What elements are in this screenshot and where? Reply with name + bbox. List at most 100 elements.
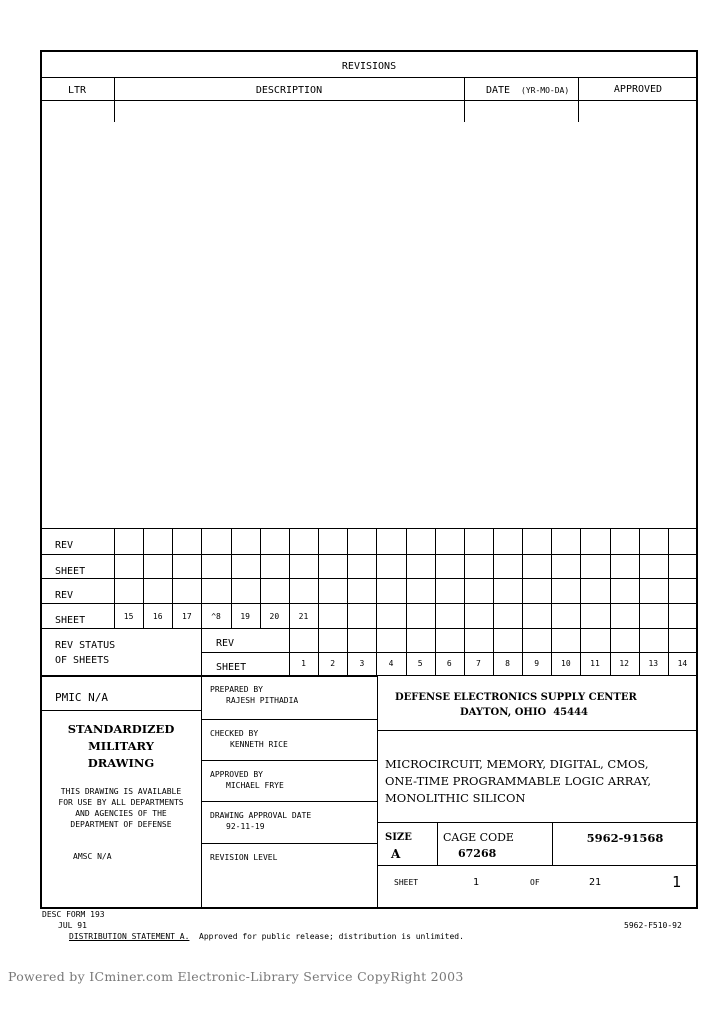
divider: [40, 603, 698, 604]
divider: [493, 628, 494, 676]
divider: [40, 628, 698, 629]
distribution-statement: Approved for public release; distributio…: [199, 932, 464, 941]
sheet-number-cell: 16: [152, 612, 163, 621]
divider: [667, 628, 669, 676]
approval-date-label: DRAWING APPROVAL DATE: [210, 811, 312, 820]
divider: [580, 528, 582, 628]
approved-by: MICHAEL FRYE: [226, 781, 284, 790]
approval-date: 92-11-19: [226, 822, 265, 831]
divider: [697, 628, 698, 676]
drawing-type-title: STANDARDIZED MILITARY DRAWING: [67, 722, 175, 770]
sheet-label: SHEET: [394, 878, 419, 887]
divider: [230, 528, 232, 628]
sheet-number-cell: ^8: [211, 612, 221, 621]
col-ltr: LTR: [67, 85, 87, 96]
divider: [40, 554, 698, 555]
sheet-number-cell: 9: [534, 659, 540, 668]
sheet-label: SHEET: [216, 662, 247, 673]
sheet-number-cell: 15: [123, 612, 134, 621]
divider: [492, 528, 494, 628]
sheet-number-cell: 21: [298, 612, 309, 621]
sheet-number-cell: 20: [269, 612, 280, 621]
sheet-number-cell: 19: [240, 612, 250, 621]
divider: [667, 528, 669, 628]
divider: [288, 528, 290, 628]
divider: [172, 528, 174, 628]
divider: [318, 528, 320, 628]
divider: [405, 628, 407, 676]
divider: [437, 822, 438, 865]
date-format: (YR-MO-DA): [521, 86, 570, 95]
sheet-number-cell: 13: [648, 659, 659, 668]
sheet-number-cell: 1: [301, 659, 306, 668]
checked-by: KENNETH RICE: [230, 740, 288, 749]
divider: [377, 730, 698, 731]
divider: [405, 528, 407, 628]
grid-row-label: SHEET: [55, 615, 86, 626]
grid-row-label: SHEET: [55, 566, 86, 577]
sheet-number-cell: 14: [677, 659, 688, 668]
middle-block: [201, 676, 378, 909]
divider: [609, 528, 611, 628]
divider: [40, 578, 698, 579]
cage-code-label: CAGE CODE: [443, 831, 514, 844]
divider: [201, 528, 203, 628]
drawing-title: MICROCIRCUIT, MEMORY, DIGITAL, CMOS, ONE…: [385, 757, 652, 805]
revision-level-label: REVISION LEVEL: [210, 853, 278, 862]
grid-row-label: REV: [55, 540, 74, 551]
divider: [259, 528, 261, 628]
checked-label: CHECKED BY: [210, 729, 259, 738]
page-number: 1: [672, 873, 682, 891]
divider: [522, 628, 524, 676]
revisions-title: REVISIONS: [341, 61, 397, 72]
divider: [40, 710, 202, 711]
sheet-number-cell: 8: [505, 659, 510, 668]
divider: [638, 528, 640, 628]
col-description: DESCRIPTION: [255, 85, 323, 96]
sheet-total: 21: [589, 877, 602, 888]
sheet-number-cell: 7: [476, 659, 481, 668]
sheet-number-cell: 2: [330, 659, 336, 668]
divider: [464, 77, 465, 122]
divider: [376, 528, 378, 628]
cage-code: 67268: [458, 847, 497, 860]
grid-row-label: REV: [55, 590, 74, 601]
rev-label: REV: [216, 638, 235, 649]
divider: [552, 822, 553, 865]
divider: [143, 528, 145, 628]
organization-city: DAYTON, OHIO 45444: [460, 707, 588, 718]
divider: [522, 528, 524, 628]
divider: [114, 528, 115, 628]
divider: [463, 528, 465, 628]
divider: [318, 628, 320, 676]
sheet-number-cell: 17: [182, 612, 192, 621]
divider: [580, 628, 582, 676]
divider: [434, 628, 436, 676]
approved-label: APPROVED BY: [210, 770, 263, 779]
sheet-number-cell: 11: [590, 659, 600, 668]
divider: [40, 77, 698, 78]
size-label: SIZE: [385, 832, 412, 843]
divider: [201, 801, 378, 802]
distribution-label: DISTRIBUTION STATEMENT A.: [69, 932, 190, 941]
divider: [463, 628, 465, 676]
availability-note: THIS DRAWING IS AVAILABLE FOR USE BY ALL…: [58, 787, 184, 829]
divider: [347, 528, 349, 628]
form-number: DESC FORM 193: [42, 910, 105, 919]
sheet-number-cell: 3: [359, 659, 365, 668]
divider: [376, 628, 378, 676]
watermark: Powered by ICminer.com Electronic-Librar…: [8, 969, 464, 984]
sheet-number-cell: 12: [619, 659, 629, 668]
divider: [201, 843, 378, 844]
rev-status-label: REV STATUS OF SHEETS: [55, 640, 116, 666]
divider: [578, 77, 579, 122]
divider: [40, 100, 698, 101]
divider: [551, 628, 553, 676]
pmic: PMIC N/A: [55, 691, 108, 704]
divider: [114, 77, 115, 122]
form-date: JUL 91: [58, 921, 87, 930]
amsc: AMSC N/A: [73, 852, 112, 861]
organization: DEFENSE ELECTRONICS SUPPLY CENTER: [395, 692, 637, 703]
divider: [377, 822, 698, 823]
